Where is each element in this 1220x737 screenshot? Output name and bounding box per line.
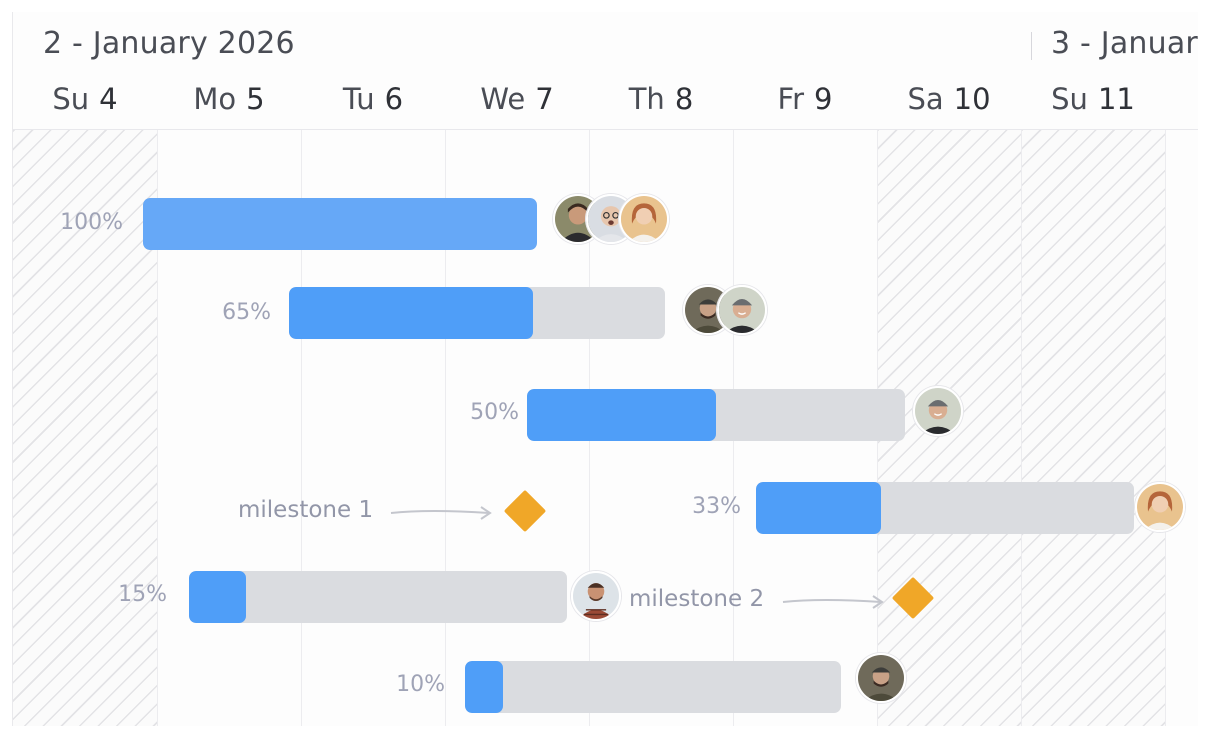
grid-line (157, 130, 158, 726)
task-6-progress-fill (465, 661, 503, 713)
task-5-progress-label: 15% (118, 582, 167, 607)
task-2-progress-fill (289, 287, 534, 339)
task-2-bar[interactable] (289, 287, 665, 339)
task-4-progress-fill (756, 482, 881, 534)
task-5-progress-fill (189, 571, 246, 623)
task-1-progress-fill (143, 198, 537, 250)
day-header-th-8: Th 8 (628, 82, 694, 116)
task-4-bar[interactable] (756, 482, 1134, 534)
avatar-beanie-man[interactable] (856, 653, 906, 703)
milestone-1-arrow (390, 506, 492, 520)
task-1-progress-label: 100% (60, 210, 123, 235)
timeline-body: 100% 65% 50% mile (13, 130, 1198, 726)
day-header-we-7: We 7 (480, 82, 554, 116)
milestone-1-label: milestone 1 (238, 497, 374, 523)
day-header-su-4: Su 4 (52, 82, 118, 116)
grid-line (1165, 130, 1166, 726)
day-header-mo-5: Mo 5 (193, 82, 265, 116)
day-header-tu-6: Tu 6 (342, 82, 404, 116)
task-3-bar[interactable] (527, 389, 905, 441)
milestone-2-arrow (782, 595, 884, 609)
weekend-column-su-11 (1021, 130, 1165, 726)
timeline-header: 2 - January 2026 3 - January Su4 Mo5 Tu6… (13, 12, 1198, 130)
day-header-su-11: Su 11 (1051, 82, 1135, 116)
task-3-progress-label: 50% (470, 400, 519, 425)
gantt-chart: 2 - January 2026 3 - January Su4 Mo5 Tu6… (12, 12, 1198, 726)
grid-line (301, 130, 302, 726)
week-label-2: 2 - January 2026 (43, 26, 295, 61)
task-5-bar[interactable] (189, 571, 567, 623)
avatar-plaid-shirt-man[interactable] (571, 571, 621, 621)
milestone-2-label: milestone 2 (629, 586, 765, 612)
day-header-fr-9: Fr 9 (777, 82, 833, 116)
avatar-beanie-man-2[interactable] (913, 386, 963, 436)
avatar-smiling-woman[interactable] (1135, 482, 1185, 532)
avatar-beanie-man-2[interactable] (717, 285, 767, 335)
diamond-icon[interactable] (503, 489, 547, 533)
task-2-progress-label: 65% (222, 300, 271, 325)
week-separator (1031, 32, 1032, 60)
task-6-bar[interactable] (465, 661, 841, 713)
avatar-smiling-woman[interactable] (619, 194, 669, 244)
task-1-bar[interactable] (143, 198, 537, 250)
task-3-progress-fill (527, 389, 716, 441)
grid-line (445, 130, 446, 726)
day-header-sa-10: Sa 10 (907, 82, 991, 116)
task-6-progress-label: 10% (396, 672, 445, 697)
week-label-3: 3 - January (1051, 26, 1198, 61)
grid-line (1021, 130, 1022, 726)
weekend-column-su-4 (13, 130, 157, 726)
task-4-progress-label: 33% (692, 494, 741, 519)
